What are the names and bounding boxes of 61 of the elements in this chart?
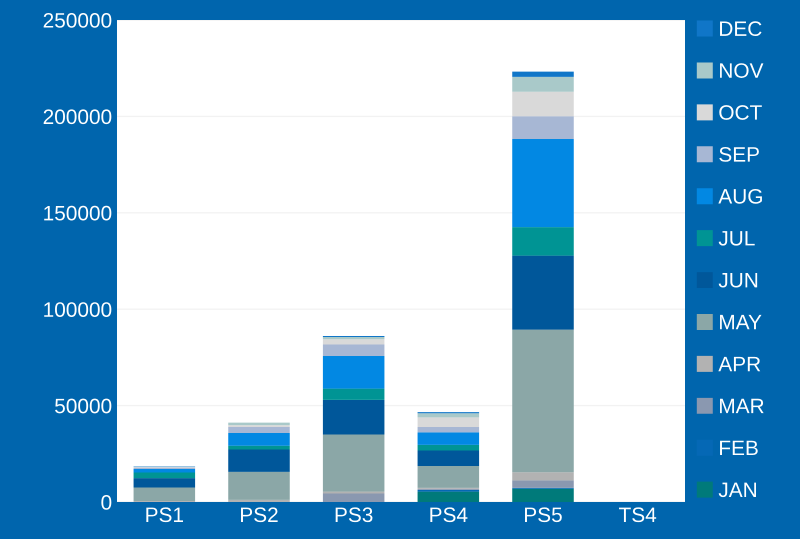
bar [512,138,574,228]
bar [228,427,290,433]
bar [134,472,196,478]
bar [418,432,480,445]
bar [134,488,196,502]
bar [512,72,574,77]
bar [322,336,384,340]
bar [134,478,196,488]
bar [512,488,574,502]
y-tick-label: 100000 [44,302,112,317]
bar [418,450,480,466]
legend-label: OCT [719,105,762,120]
bar [228,446,290,450]
bar [322,339,384,344]
bar [228,432,290,446]
bar [512,76,574,92]
legend-label: JUL [718,231,755,246]
legend-label: NOV [720,63,764,78]
bar [134,469,196,472]
bar [322,434,384,492]
x-tick-label: PS2 [241,507,278,522]
bar [228,450,290,472]
x-tick-label: PS4 [430,507,468,522]
legend-label: SEP [719,147,759,162]
bar [418,492,480,502]
legend-label: FEB [720,440,758,456]
bar [512,116,574,139]
bar [512,330,574,472]
bar [418,427,480,432]
legend-label: DEC [720,21,762,36]
legend-label: MAR [720,398,764,414]
bar [322,400,384,435]
bar [228,472,290,500]
y-tick-label: 250000 [44,13,112,28]
bar [512,480,574,488]
legend-label: AUG [718,188,762,204]
bar [322,344,384,356]
bar [418,466,480,488]
x-tick-label: PS3 [336,507,372,522]
legend-label: JUN [718,273,758,288]
bar [228,422,290,426]
legend-label: JAN [718,482,756,498]
x-tick-label: TS4 [619,507,656,522]
y-tick-label: 200000 [44,109,112,124]
bar [418,417,480,427]
y-tick-label: 50000 [55,398,112,414]
bar [512,227,574,256]
bar [512,472,574,480]
bar [322,356,384,389]
bar [512,256,574,330]
legend-label: APR [718,356,760,372]
bar [512,92,574,116]
bar [418,413,480,418]
x-tick-label: PS5 [525,507,562,522]
bar [418,444,480,451]
y-tick-label: 150000 [44,206,112,221]
legend-label: MAY [720,314,762,330]
y-tick-label: 0 [101,495,112,510]
x-tick-label: PS1 [146,507,184,522]
bar [322,494,384,502]
bar [322,388,384,400]
